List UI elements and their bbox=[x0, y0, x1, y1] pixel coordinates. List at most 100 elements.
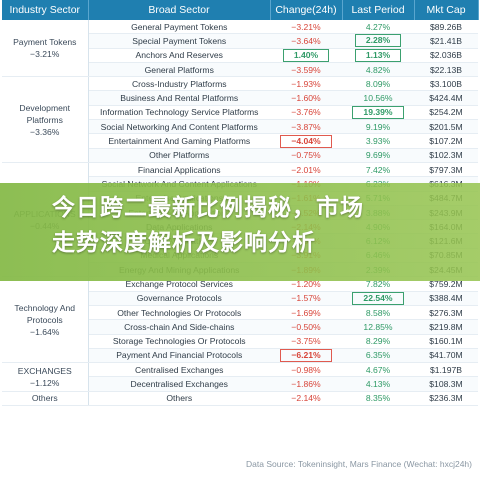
industry-sector-name: Others bbox=[31, 393, 58, 404]
change-24h-value: −4.04% bbox=[280, 134, 332, 148]
market-cap-cell: $424.4M bbox=[414, 90, 478, 106]
change-24h-cell: −0.75% bbox=[270, 148, 342, 163]
last-period-cell: 3.93% bbox=[342, 133, 414, 149]
change-24h-value: −3.64% bbox=[291, 35, 321, 46]
change-24h-cell: −1.93% bbox=[270, 76, 342, 92]
market-cap-cell: $3.100B bbox=[414, 76, 478, 92]
table-row: General Platforms −3.59% 4.82% $22.13B bbox=[2, 62, 478, 78]
table-row: Entertainment And Gaming Platforms −4.04%… bbox=[2, 133, 478, 149]
change-24h-value: −3.87% bbox=[291, 121, 321, 132]
table-row: Other Platforms −0.75% 9.69% $102.3M bbox=[2, 148, 478, 163]
last-period-value: 4.67% bbox=[365, 364, 391, 375]
market-cap-cell: $2.036B bbox=[414, 48, 478, 63]
change-24h-cell: −3.21% bbox=[270, 20, 342, 35]
last-period-value: 4.27% bbox=[365, 21, 391, 32]
change-24h-cell: −3.87% bbox=[270, 119, 342, 135]
market-cap-cell: $254.2M bbox=[414, 105, 478, 121]
table-row: APPLICATIONS−0.44%Financial Applications… bbox=[2, 162, 478, 278]
change-24h-value: −2.14% bbox=[291, 393, 321, 404]
last-period-cell: 8.35% bbox=[342, 391, 414, 407]
last-period-value: 7.82% bbox=[365, 278, 391, 289]
banner-line-1: 今日跨二最新比例揭秘，市场 bbox=[52, 195, 364, 221]
market-cap-cell: $89.26B bbox=[414, 20, 478, 35]
industry-sector-cell: EXCHANGES −1.12% bbox=[2, 362, 89, 392]
last-period-value: 10.56% bbox=[363, 93, 393, 104]
market-cap-cell: $21.41B bbox=[414, 33, 478, 49]
change-24h-cell: −3.76% bbox=[270, 105, 342, 121]
change-24h-cell: −0.50% bbox=[270, 319, 342, 335]
market-cap-cell: $276.3M bbox=[414, 305, 478, 321]
table-header-row: Industry Sector Broad Sector Change(24h)… bbox=[2, 0, 479, 20]
table-row: Payment Tokens −3.21% General Payment Toke… bbox=[2, 20, 478, 78]
change-24h-value: −1.86% bbox=[291, 379, 321, 390]
column-header: Change(24h) bbox=[270, 0, 343, 20]
broad-sector-cell: Centralised Exchanges bbox=[88, 362, 270, 378]
change-24h-value: −0.98% bbox=[291, 364, 321, 375]
change-24h-cell: −0.98% bbox=[270, 362, 342, 378]
change-24h-cell: −1.69% bbox=[270, 305, 342, 321]
last-period-value: 22.54% bbox=[352, 291, 404, 305]
change-24h-value: −3.59% bbox=[291, 64, 321, 75]
change-24h-value: −0.75% bbox=[291, 150, 321, 161]
industry-sector-change: −1.12% bbox=[30, 377, 60, 388]
last-period-cell: 4.13% bbox=[342, 376, 414, 392]
table-row: Payment And Financial Protocols −6.21% 6.3… bbox=[2, 348, 478, 364]
industry-sector-cell: Others bbox=[2, 391, 89, 407]
change-24h-value: −1.93% bbox=[291, 78, 321, 89]
last-period-value: 4.13% bbox=[365, 379, 391, 390]
last-period-value: 7.42% bbox=[365, 164, 391, 175]
industry-sector-change: −1.64% bbox=[30, 326, 60, 337]
last-period-value: 1.13% bbox=[354, 48, 402, 62]
broad-sector-cell: General Platforms bbox=[88, 62, 270, 78]
industry-sector-change: −3.36% bbox=[30, 126, 60, 137]
table-row: Social Networking And Content Platforms −… bbox=[2, 119, 478, 135]
last-period-cell: 22.54% bbox=[342, 291, 414, 306]
change-24h-value: −3.21% bbox=[291, 21, 321, 32]
last-period-cell: 12.85% bbox=[342, 319, 414, 335]
market-cap-cell: $102.3M bbox=[414, 148, 478, 163]
last-period-cell: 6.35% bbox=[342, 348, 414, 364]
data-source-note: Data Source: Tokeninsight, Mars Finance … bbox=[246, 459, 472, 469]
last-period-value: 9.19% bbox=[365, 121, 391, 132]
broad-sector-cell: Entertainment And Gaming Platforms bbox=[88, 133, 270, 149]
change-24h-cell: −3.64% bbox=[270, 33, 342, 49]
change-24h-value: −1.60% bbox=[291, 93, 321, 104]
last-period-cell: 8.58% bbox=[342, 305, 414, 321]
market-cap-cell: $236.3M bbox=[414, 391, 478, 407]
market-cap-cell: $160.1M bbox=[414, 334, 478, 349]
last-period-cell: 19.39% bbox=[342, 105, 414, 121]
last-period-cell: 9.69% bbox=[342, 148, 414, 163]
banner-title: 今日跨二最新比例揭秘，市场 走势深度解析及影响分析 bbox=[52, 191, 452, 261]
industry-sector-name: Payment Tokens bbox=[13, 37, 77, 48]
change-24h-cell: −6.21% bbox=[270, 348, 342, 364]
market-cap-cell: $22.13B bbox=[414, 62, 478, 78]
market-cap-cell: $219.8M bbox=[414, 319, 478, 335]
industry-sector-cell: Development Platforms −3.36% bbox=[2, 76, 89, 163]
broad-sector-cell: Others bbox=[88, 391, 270, 407]
change-24h-value: −1.69% bbox=[291, 307, 321, 318]
industry-sector-name: EXCHANGES bbox=[17, 365, 72, 376]
market-cap-cell: $201.5M bbox=[414, 119, 478, 135]
broad-sector-cell: Other Technologies Or Protocols bbox=[88, 305, 270, 321]
change-24h-cell: −2.14% bbox=[270, 391, 342, 407]
column-header: Broad Sector bbox=[88, 0, 271, 20]
change-24h-cell: 1.40% bbox=[270, 48, 342, 63]
broad-sector-cell: Special Payment Tokens bbox=[88, 33, 270, 49]
broad-sector-cell: Business And Rental Platforms bbox=[88, 90, 270, 106]
table-row: Business And Rental Platforms −1.60% 10.56… bbox=[2, 90, 478, 106]
market-cap-cell: $41.70M bbox=[414, 348, 478, 364]
column-header: Mkt Cap bbox=[414, 0, 479, 20]
last-period-cell: 4.27% bbox=[342, 20, 414, 35]
change-24h-value: 1.40% bbox=[282, 48, 330, 62]
last-period-value: 9.69% bbox=[365, 150, 391, 161]
change-24h-cell: −1.86% bbox=[270, 376, 342, 392]
change-24h-cell: −3.75% bbox=[270, 334, 342, 349]
table-row: Anchors And Reserves 1.40% 1.13% $2.036B bbox=[2, 48, 478, 63]
market-cap-cell: $797.3M bbox=[414, 162, 478, 178]
market-cap-cell: $107.2M bbox=[414, 133, 478, 149]
industry-sector-name: Development Platforms bbox=[19, 102, 71, 125]
table-row: EXCHANGES −1.12% Centralised Exchanges −0.9… bbox=[2, 362, 478, 392]
market-cap-cell: $1.197B bbox=[414, 362, 478, 378]
table-row: Storage Technologies Or Protocols −3.75% 8… bbox=[2, 334, 478, 349]
